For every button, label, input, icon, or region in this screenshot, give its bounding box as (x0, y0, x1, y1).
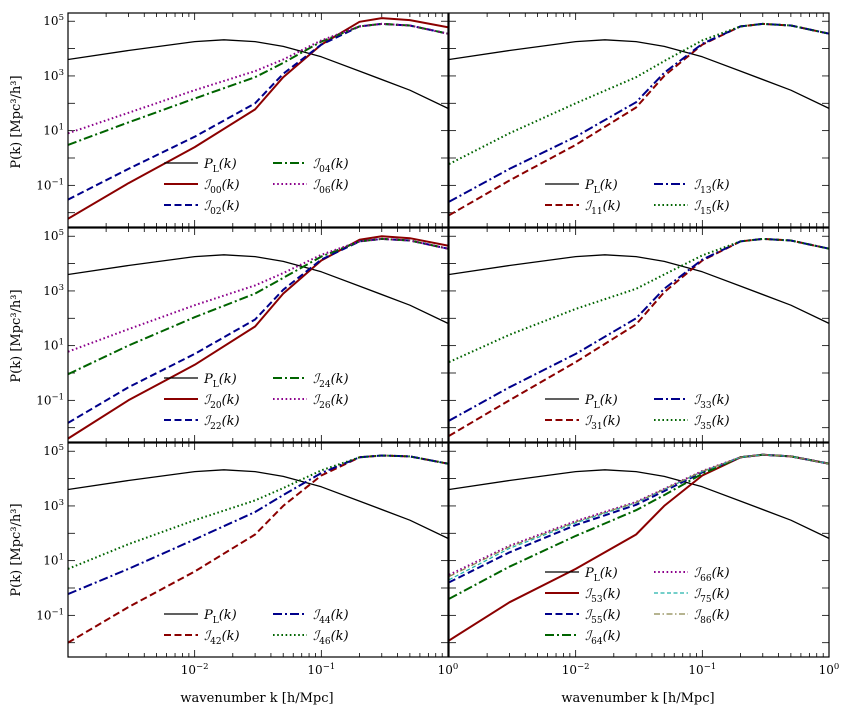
panel-frame (448, 442, 830, 658)
panel-bottom-right: 10−2 10−1 100 PL(k) ℐ53(k) ℐ55(k) ℐ64(k) ℐ66(k)… (448, 442, 840, 677)
y-tick-label: 105 (43, 13, 64, 28)
series-line-i33-k (449, 237, 829, 422)
series-line-i64-k (449, 453, 829, 600)
legend-label: PL(k) (203, 608, 237, 626)
y-tick-label: 103 (43, 283, 64, 298)
x-tick-label: 10−1 (307, 662, 335, 677)
y-axis-title-middle: P(k) [Mpc³/h³] (9, 289, 24, 382)
x-tick-label: 100 (819, 662, 840, 677)
legend-label: ℐ22(k) (204, 414, 240, 432)
series-line-p-l-k (449, 254, 829, 324)
legend-label: ℐ55(k) (585, 608, 621, 626)
series-line-p-l-k (68, 469, 448, 539)
legend-label: ℐ13(k) (694, 178, 730, 196)
series-line-i35-k (449, 237, 829, 364)
y-tick-label: 105 (43, 228, 64, 243)
legend-label: PL(k) (584, 566, 618, 584)
y-tick-label: 10−1 (36, 607, 64, 622)
x-tick-label: 10−1 (688, 662, 716, 677)
legend-label: ℐ11(k) (585, 199, 621, 217)
panel-frame (448, 12, 830, 228)
series-line-i86-k (449, 454, 829, 578)
x-axis-title-right: wavenumber k [h/Mpc] (561, 691, 714, 706)
legend-label: ℐ04(k) (313, 157, 349, 175)
panel-frame (448, 227, 830, 443)
legend-label: ℐ42(k) (204, 629, 240, 647)
legend-label: ℐ06(k) (313, 178, 349, 196)
series-line-i06-k (68, 22, 448, 135)
series-line-i20-k (68, 235, 448, 440)
series-line-i55-k (449, 453, 829, 584)
panel-frame (67, 227, 449, 443)
legend-label: ℐ35(k) (694, 414, 730, 432)
series-line-i44-k (68, 454, 448, 596)
panel-middle-right: PL(k) ℐ31(k) ℐ33(k) ℐ35(k) (448, 227, 830, 443)
y-tick-label: 10−1 (36, 177, 64, 192)
series-line-i75-k (449, 454, 829, 581)
panel-top-left: 10−1 101 103 105 PL(k) ℐ00(k) ℐ02(k) ℐ04(k) ℐ06(… (36, 12, 449, 228)
legend-label: ℐ46(k) (313, 629, 349, 647)
legend-label: PL(k) (203, 372, 237, 390)
x-axis-title-left: wavenumber k [h/Mpc] (180, 691, 333, 706)
series-line-i00-k (68, 17, 448, 220)
y-tick-label: 101 (43, 553, 64, 568)
legend-label: ℐ33(k) (694, 393, 730, 411)
legend-label: ℐ64(k) (585, 629, 621, 647)
legend-label: ℐ66(k) (694, 566, 730, 584)
y-tick-label: 10−1 (36, 392, 64, 407)
x-tick-label: 10−2 (181, 662, 209, 677)
series-line-p-l-k (449, 469, 829, 539)
legend-label: PL(k) (584, 393, 618, 411)
series-line-i15-k (449, 22, 829, 165)
legend-label: ℐ00(k) (204, 178, 240, 196)
series-line-i02-k (68, 22, 448, 201)
legend-label: ℐ15(k) (694, 199, 730, 217)
y-tick-label: 103 (43, 68, 64, 83)
series-line-i11-k (449, 22, 829, 217)
y-tick-label: 105 (43, 443, 64, 458)
series-line-i42-k (68, 454, 448, 644)
series-line-i31-k (449, 237, 829, 437)
legend-label: ℐ20(k) (204, 393, 240, 411)
x-tick-label: 10−2 (562, 662, 590, 677)
series-line-p-l-k (68, 254, 448, 324)
series-line-p-l-k (68, 39, 448, 109)
panel-top-right: PL(k) ℐ11(k) ℐ13(k) ℐ15(k) (448, 12, 830, 228)
series-line-i26-k (68, 237, 448, 353)
x-tick-label: 100 (438, 662, 459, 677)
legend-label: ℐ75(k) (694, 587, 730, 605)
legend-label: ℐ31(k) (585, 414, 621, 432)
y-tick-label: 101 (43, 338, 64, 353)
panel-middle-left: 10−1 101 103 105 PL(k) ℐ20(k) ℐ22(k) ℐ24(k) ℐ26(… (36, 227, 449, 443)
legend-label: PL(k) (203, 157, 237, 175)
y-tick-label: 101 (43, 123, 64, 138)
legend-label: ℐ86(k) (694, 608, 730, 626)
legend-label: ℐ53(k) (585, 587, 621, 605)
panel-bottom-left: 10−1 101 103 105 10−2 10−1 100 PL(k) ℐ42(k) ℐ44(k… (36, 442, 459, 677)
legend-label: ℐ02(k) (204, 199, 240, 217)
panel-frame (67, 12, 449, 228)
series-line-p-l-k (449, 39, 829, 109)
legend-label: ℐ24(k) (313, 372, 349, 390)
panel-frame (67, 442, 449, 658)
y-tick-label: 103 (43, 498, 64, 513)
legend-label: ℐ26(k) (313, 393, 349, 411)
legend-label: ℐ44(k) (313, 608, 349, 626)
y-axis-title-top: P(k) [Mpc³/h³] (9, 75, 24, 168)
series-line-i46-k (68, 454, 448, 570)
legend-label: PL(k) (584, 178, 618, 196)
series-line-i24-k (68, 237, 448, 376)
series-line-i13-k (449, 22, 829, 203)
y-axis-title-bottom: P(k) [Mpc³/h³] (9, 503, 24, 596)
